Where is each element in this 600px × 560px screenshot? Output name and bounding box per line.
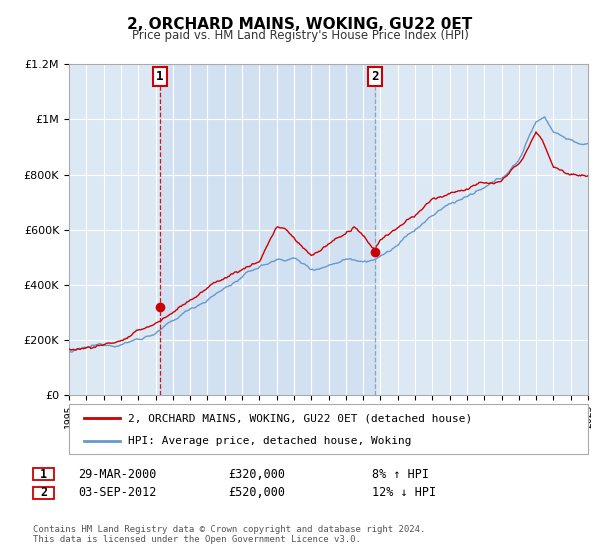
Text: 2, ORCHARD MAINS, WOKING, GU22 0ET (detached house): 2, ORCHARD MAINS, WOKING, GU22 0ET (deta… (128, 413, 472, 423)
Text: Price paid vs. HM Land Registry's House Price Index (HPI): Price paid vs. HM Land Registry's House … (131, 29, 469, 42)
Text: 1: 1 (40, 468, 47, 481)
Text: This data is licensed under the Open Government Licence v3.0.: This data is licensed under the Open Gov… (33, 535, 361, 544)
Text: 1: 1 (156, 71, 163, 83)
Text: Contains HM Land Registry data © Crown copyright and database right 2024.: Contains HM Land Registry data © Crown c… (33, 525, 425, 534)
Text: 2: 2 (40, 486, 47, 500)
Text: 2: 2 (371, 71, 379, 83)
Text: 03-SEP-2012: 03-SEP-2012 (78, 486, 157, 500)
Text: 2, ORCHARD MAINS, WOKING, GU22 0ET: 2, ORCHARD MAINS, WOKING, GU22 0ET (127, 17, 473, 32)
Bar (160, 64, 374, 395)
Text: HPI: Average price, detached house, Woking: HPI: Average price, detached house, Woki… (128, 436, 412, 446)
Text: £520,000: £520,000 (228, 486, 285, 500)
Text: £320,000: £320,000 (228, 468, 285, 481)
Text: 29-MAR-2000: 29-MAR-2000 (78, 468, 157, 481)
Text: 8% ↑ HPI: 8% ↑ HPI (372, 468, 429, 481)
Text: 12% ↓ HPI: 12% ↓ HPI (372, 486, 436, 500)
